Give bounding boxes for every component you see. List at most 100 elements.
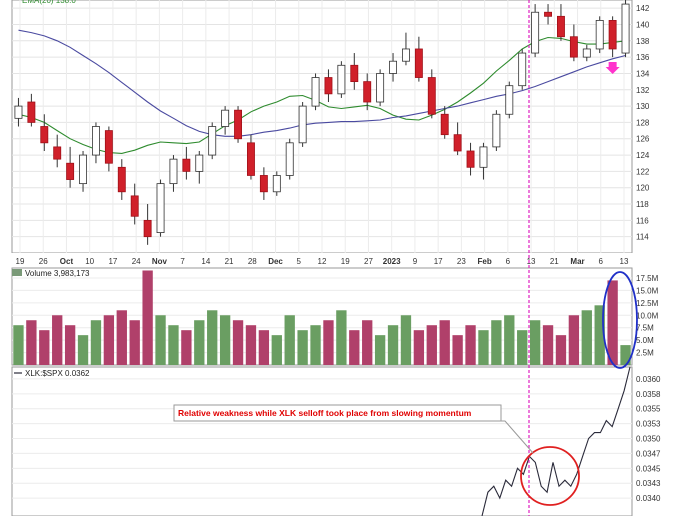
sma-line [18, 29, 626, 137]
price-tick-label: 120 [636, 184, 650, 193]
x-tick-label: 13 [527, 257, 536, 266]
ratio-panel: 0.0340 0.0343 0.0345 0.0347 0.0350 0.0353 0.03… [11, 366, 661, 516]
volume-bar [155, 315, 166, 365]
candle-up [479, 146, 488, 168]
volume-title: Volume 3,983,173 [25, 269, 90, 278]
ratio-panel-frame [11, 366, 633, 516]
x-tick-label: 13 [620, 257, 629, 266]
annotation-layer: Relative weakness while XLK selloff took… [173, 0, 638, 516]
ratio-tick-label: 0.0355 [636, 405, 661, 414]
volume-bar [284, 315, 295, 365]
price-tick-label: 128 [636, 118, 650, 127]
ratio-title: XLK:$SPX 0.0362 [25, 369, 90, 378]
volume-bar [336, 310, 347, 365]
candle-up [169, 158, 178, 185]
price-tick-label: 126 [636, 135, 650, 144]
volume-bar [116, 310, 127, 365]
volume-tick-label: 15.0M [636, 286, 659, 295]
x-tick-label: 12 [318, 257, 327, 266]
ratio-line [481, 366, 631, 516]
x-tick-label: 7 [180, 257, 185, 266]
ratio-tick-label: 0.0353 [636, 420, 661, 429]
volume-bar [452, 335, 463, 365]
volume-bar [26, 320, 37, 365]
price-tick-label: 136 [636, 53, 650, 62]
ratio-tick-label: 0.0350 [636, 435, 661, 444]
candle-up [505, 85, 514, 115]
x-tick-label: 6 [506, 257, 511, 266]
x-tick-label: Feb [477, 257, 491, 266]
volume-tick-label: 17.5M [636, 274, 659, 283]
volume-bar [194, 320, 205, 365]
x-tick-label: 23 [457, 257, 466, 266]
candle-down [259, 175, 268, 193]
volume-bar [478, 330, 489, 365]
volume-bar [594, 305, 605, 365]
candle-down [182, 158, 191, 172]
signal-arrow-icon [605, 62, 620, 74]
volume-bar [52, 315, 63, 365]
volume-bar [297, 330, 308, 365]
volume-bar [64, 325, 76, 365]
candle-up [285, 142, 294, 176]
x-tick-label: 26 [39, 257, 48, 266]
x-tick-label: Oct [60, 257, 74, 266]
candle-down [324, 77, 333, 95]
candle-up [402, 48, 410, 62]
volume-bar [181, 330, 192, 365]
volume-tick-label: 12.5M [636, 299, 659, 308]
x-tick-label: 6 [599, 257, 604, 266]
volume-bar [271, 335, 282, 365]
x-tick-label: 27 [364, 257, 373, 266]
volume-bar [542, 325, 554, 365]
candle-down [569, 36, 578, 58]
volume-bar [13, 325, 24, 365]
ratio-tick-label: 0.0358 [636, 390, 661, 399]
volume-tick-label: 5.0M [636, 336, 654, 345]
x-tick-label: 19 [16, 257, 25, 266]
candle-down [104, 130, 113, 164]
candle-down [53, 146, 62, 160]
volume-bar [310, 325, 321, 365]
x-tick-label: 19 [341, 257, 350, 266]
x-tick-label: 24 [132, 257, 141, 266]
candle-up [208, 126, 217, 156]
volume-bar [465, 325, 476, 365]
x-tick-label: 17 [108, 257, 117, 266]
weakness-highlight [520, 446, 580, 506]
x-tick-label: 28 [248, 257, 257, 266]
candle-down [27, 101, 36, 123]
price-tick-label: 130 [636, 102, 650, 111]
volume-bar [529, 320, 541, 365]
price-tick-label: 140 [636, 20, 650, 29]
candle-up [582, 48, 591, 58]
candle-up [595, 20, 604, 50]
x-tick-label: 2023 [383, 257, 401, 266]
volume-bar [207, 310, 218, 365]
candle-up [531, 11, 540, 54]
x-tick-label: 21 [225, 257, 234, 266]
candle-down [143, 219, 152, 238]
volume-bar [439, 320, 450, 365]
candle-up [14, 105, 23, 119]
candle-down [363, 81, 372, 103]
candle-up [92, 126, 100, 156]
volume-bar [387, 325, 399, 365]
x-axis-strip [0, 253, 674, 268]
candle-down [466, 150, 475, 168]
price-tick-label: 124 [636, 151, 650, 160]
volume-bar [362, 320, 373, 365]
candle-down [557, 15, 565, 38]
volume-bar [323, 320, 334, 365]
candle-up [376, 73, 385, 103]
volume-bar [400, 315, 412, 365]
candle-up [621, 3, 630, 54]
volume-bar [39, 330, 50, 365]
volume-bar [374, 335, 386, 365]
x-tick-label: 17 [434, 257, 443, 266]
candle-up [492, 113, 501, 148]
price-tick-label: 142 [636, 4, 650, 13]
candle-down [427, 77, 436, 115]
volume-bar [491, 320, 502, 365]
candle-down [234, 109, 242, 140]
